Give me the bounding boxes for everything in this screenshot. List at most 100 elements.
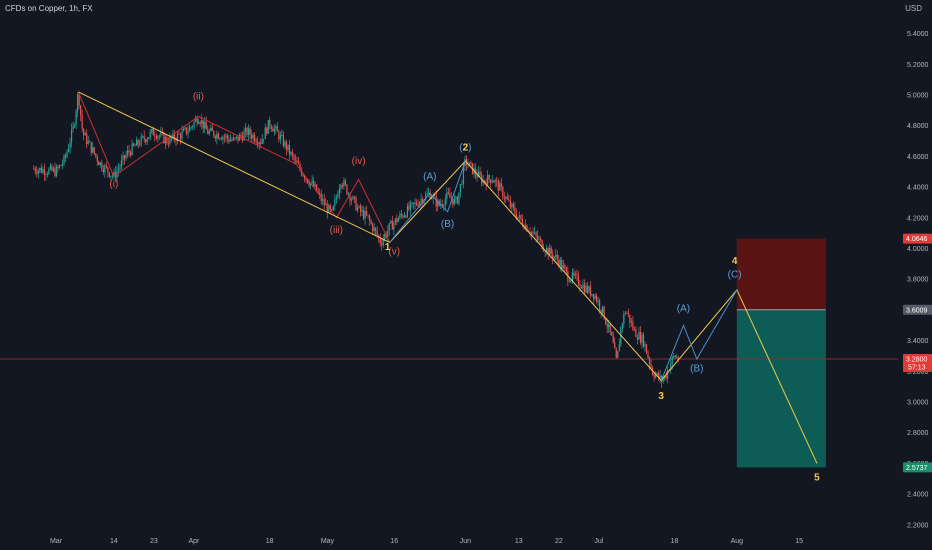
candle-body: [677, 357, 679, 360]
wave-label: (iv): [352, 156, 366, 167]
candle-body: [662, 378, 664, 382]
take-profit-zone[interactable]: [736, 309, 826, 468]
candle-body: [532, 232, 534, 234]
candle-body: [326, 204, 328, 213]
wave-label: (C): [728, 270, 742, 281]
candle-body: [334, 199, 336, 206]
candle-body: [367, 215, 369, 217]
candle-body: [305, 179, 307, 180]
candle-body: [237, 136, 239, 141]
price-tick-label: 5.4000: [907, 31, 929, 38]
candle-body: [157, 136, 159, 139]
candle-body: [80, 105, 82, 115]
candle-body: [356, 207, 359, 211]
candle-body: [140, 136, 142, 145]
candle-body: [226, 135, 229, 139]
candle-body: [238, 134, 241, 141]
candle-body: [387, 230, 389, 237]
candle-body: [190, 126, 192, 128]
candle-body: [276, 126, 278, 132]
candle-body: [488, 175, 490, 180]
candle-body: [154, 135, 156, 137]
candle-body: [353, 196, 356, 198]
candle-body: [275, 126, 277, 129]
candle-body: [435, 195, 437, 207]
candle-body: [211, 127, 213, 132]
price-tick-label: 2.4000: [907, 492, 929, 499]
candle-body: [251, 134, 253, 139]
candle-body: [216, 133, 218, 139]
candle-body: [172, 133, 174, 139]
candlesticks: [33, 91, 679, 388]
candle-body: [142, 136, 144, 137]
candle-body: [207, 129, 209, 134]
candle-body: [381, 243, 383, 246]
candle-body: [205, 122, 207, 130]
candle-body: [543, 249, 545, 252]
candle-body: [267, 120, 269, 134]
stop-loss-zone[interactable]: [736, 238, 826, 310]
candle-body: [266, 127, 268, 134]
price-axis[interactable]: 5.4000 5.2000 5.0000 4.8000 4.6000 4.4000 4.20…: [907, 31, 929, 529]
candle-body: [514, 207, 516, 214]
candle-body: [92, 147, 94, 153]
candle-body: [458, 192, 460, 204]
candle-body: [152, 129, 154, 136]
candle-body: [462, 165, 465, 184]
time-axis[interactable]: Mar 14 23 Apr 18 May 16 Jun 13 22 Jul 18 Aug 15: [50, 538, 803, 545]
correction-wave-blue-line[interactable]: [389, 160, 466, 243]
candle-body: [69, 142, 71, 149]
candle-body: [317, 191, 319, 193]
candle-body: [338, 189, 340, 196]
candle-body: [40, 167, 42, 173]
candle-body: [60, 165, 62, 167]
price-tick-label: 2.8000: [907, 430, 929, 437]
candle-body: [244, 128, 247, 132]
candle-body: [83, 128, 85, 136]
current-price-label-bg: [903, 354, 932, 373]
candle-body: [201, 120, 203, 124]
candle-body: [325, 204, 327, 206]
candle-body: [603, 306, 605, 319]
candle-body: [509, 200, 511, 208]
candle-body: [420, 199, 422, 203]
candle-body: [470, 162, 472, 164]
candle-body: [39, 167, 41, 171]
candle-body: [166, 137, 168, 144]
candle-body: [418, 202, 421, 207]
candle-body: [664, 375, 666, 379]
candle-body: [187, 131, 189, 134]
primary-wave-yellow-line[interactable]: [78, 91, 818, 464]
position-zones: [736, 238, 826, 468]
wave-label: (B): [690, 363, 703, 374]
candle-body: [33, 168, 35, 170]
candle-body: [612, 335, 614, 343]
candle-body: [494, 180, 496, 183]
candle-body: [204, 122, 206, 129]
wave-label: 3: [658, 391, 664, 402]
candle-body: [461, 183, 463, 185]
candle-body: [372, 223, 374, 232]
price-tick-label: 4.0000: [907, 246, 929, 253]
candle-body: [359, 205, 362, 212]
candle-body: [176, 133, 179, 142]
candle-body: [558, 259, 560, 266]
candle-body: [302, 175, 304, 177]
candle-body: [113, 171, 115, 176]
projection-wave-blue-line[interactable]: [660, 289, 738, 381]
candle-body: [344, 180, 347, 185]
candle-body: [673, 355, 675, 357]
price-tick-label: 3.2000: [907, 369, 929, 376]
candle-body: [366, 211, 368, 216]
candle-body: [518, 214, 521, 217]
candle-body: [257, 142, 259, 145]
candle-body: [456, 197, 458, 204]
candle-body: [506, 197, 508, 200]
candle-body: [352, 196, 354, 200]
candle-body: [376, 230, 378, 236]
candle-body: [500, 183, 502, 187]
candle-body: [217, 133, 219, 139]
candle-body: [654, 374, 657, 378]
subwave-red-line[interactable]: [77, 91, 391, 243]
